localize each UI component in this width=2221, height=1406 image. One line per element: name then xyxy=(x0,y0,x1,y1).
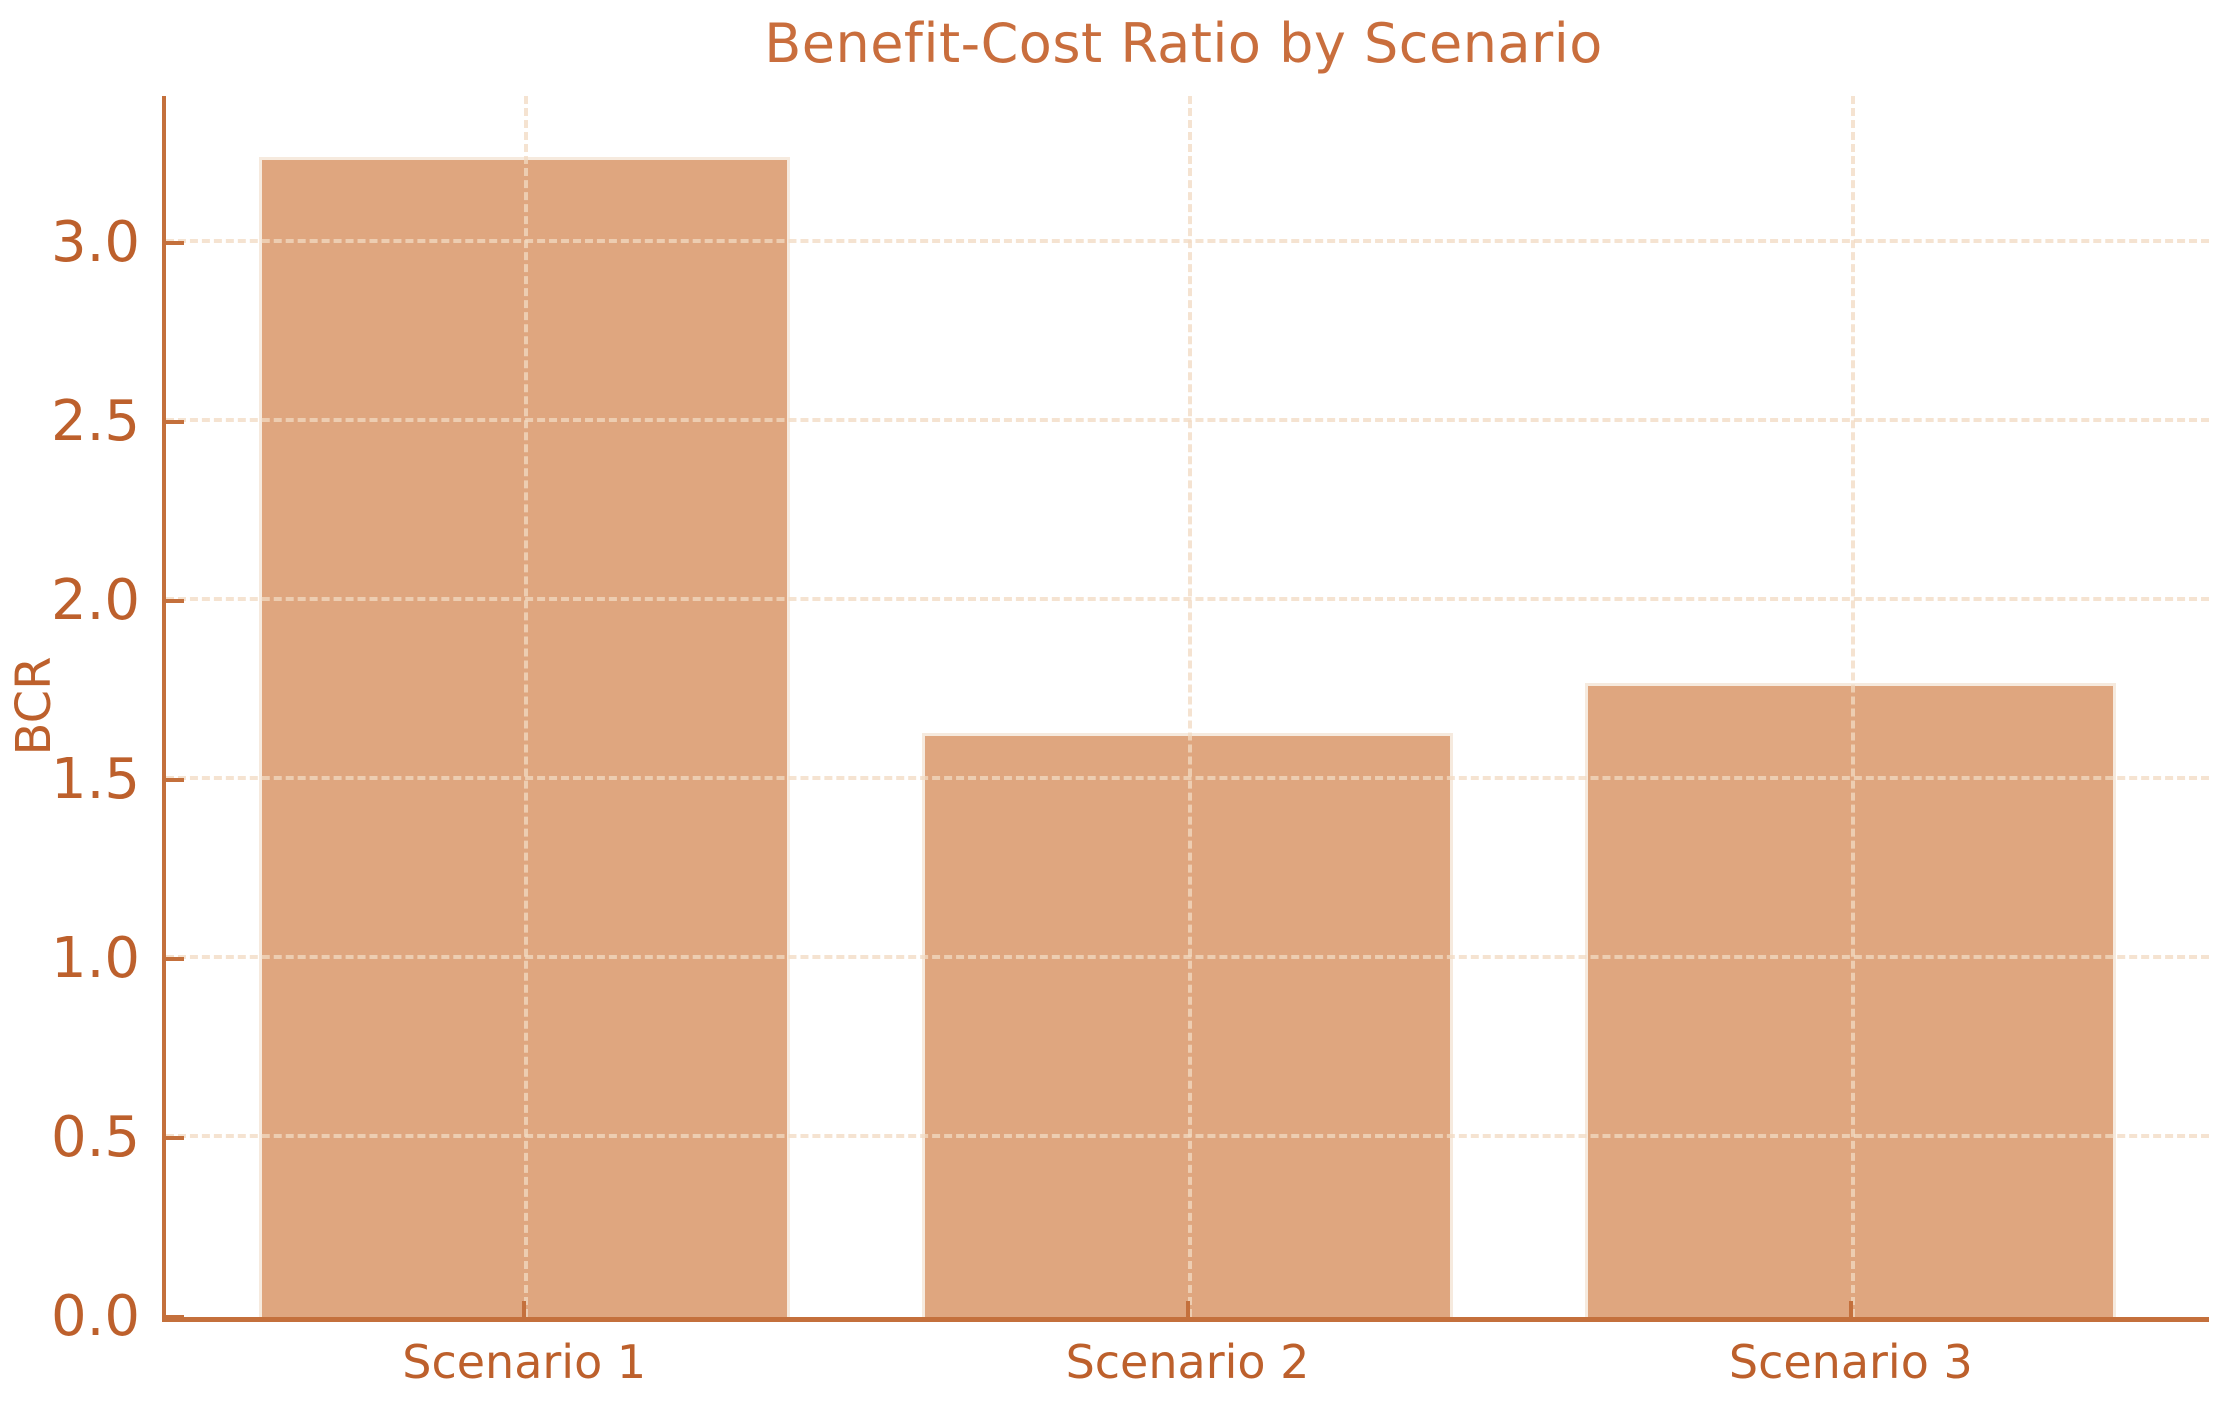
bar-3 xyxy=(1585,683,2117,1317)
y-tick-label: 2.0 xyxy=(50,567,140,633)
y-tick xyxy=(166,777,184,782)
y-axis-label: BCR xyxy=(6,656,62,756)
x-tick-label: Scenario 2 xyxy=(1065,1335,1310,1389)
plot-area: 0.0 0.5 1.0 1.5 2.0 2.5 3.0 Scenario 1 Scenario … xyxy=(51,96,2209,1385)
y-tick xyxy=(166,240,184,245)
x-tick-label: Scenario 3 xyxy=(1728,1335,1973,1389)
y-tick-label: 3.0 xyxy=(50,209,140,275)
y-tick xyxy=(166,419,184,424)
y-tick xyxy=(166,1135,184,1140)
x-tick-label: Scenario 1 xyxy=(402,1335,647,1389)
y-tick xyxy=(166,598,184,603)
x-tick xyxy=(1185,1301,1190,1317)
y-tick-label: 0.5 xyxy=(50,1104,140,1170)
y-tick-label: 2.5 xyxy=(50,388,140,454)
y-tick xyxy=(166,1315,184,1319)
y-tick-label: 1.0 xyxy=(50,925,140,991)
x-tick xyxy=(1848,1301,1853,1317)
y-tick-label: 1.5 xyxy=(50,746,140,812)
bar-2 xyxy=(922,733,1453,1317)
chart-title: Benefit-Cost Ratio by Scenario xyxy=(764,12,1603,75)
y-tick xyxy=(166,956,184,961)
x-tick xyxy=(522,1301,527,1317)
y-tick-label: 0.0 xyxy=(50,1284,140,1349)
bar-1 xyxy=(258,156,790,1317)
